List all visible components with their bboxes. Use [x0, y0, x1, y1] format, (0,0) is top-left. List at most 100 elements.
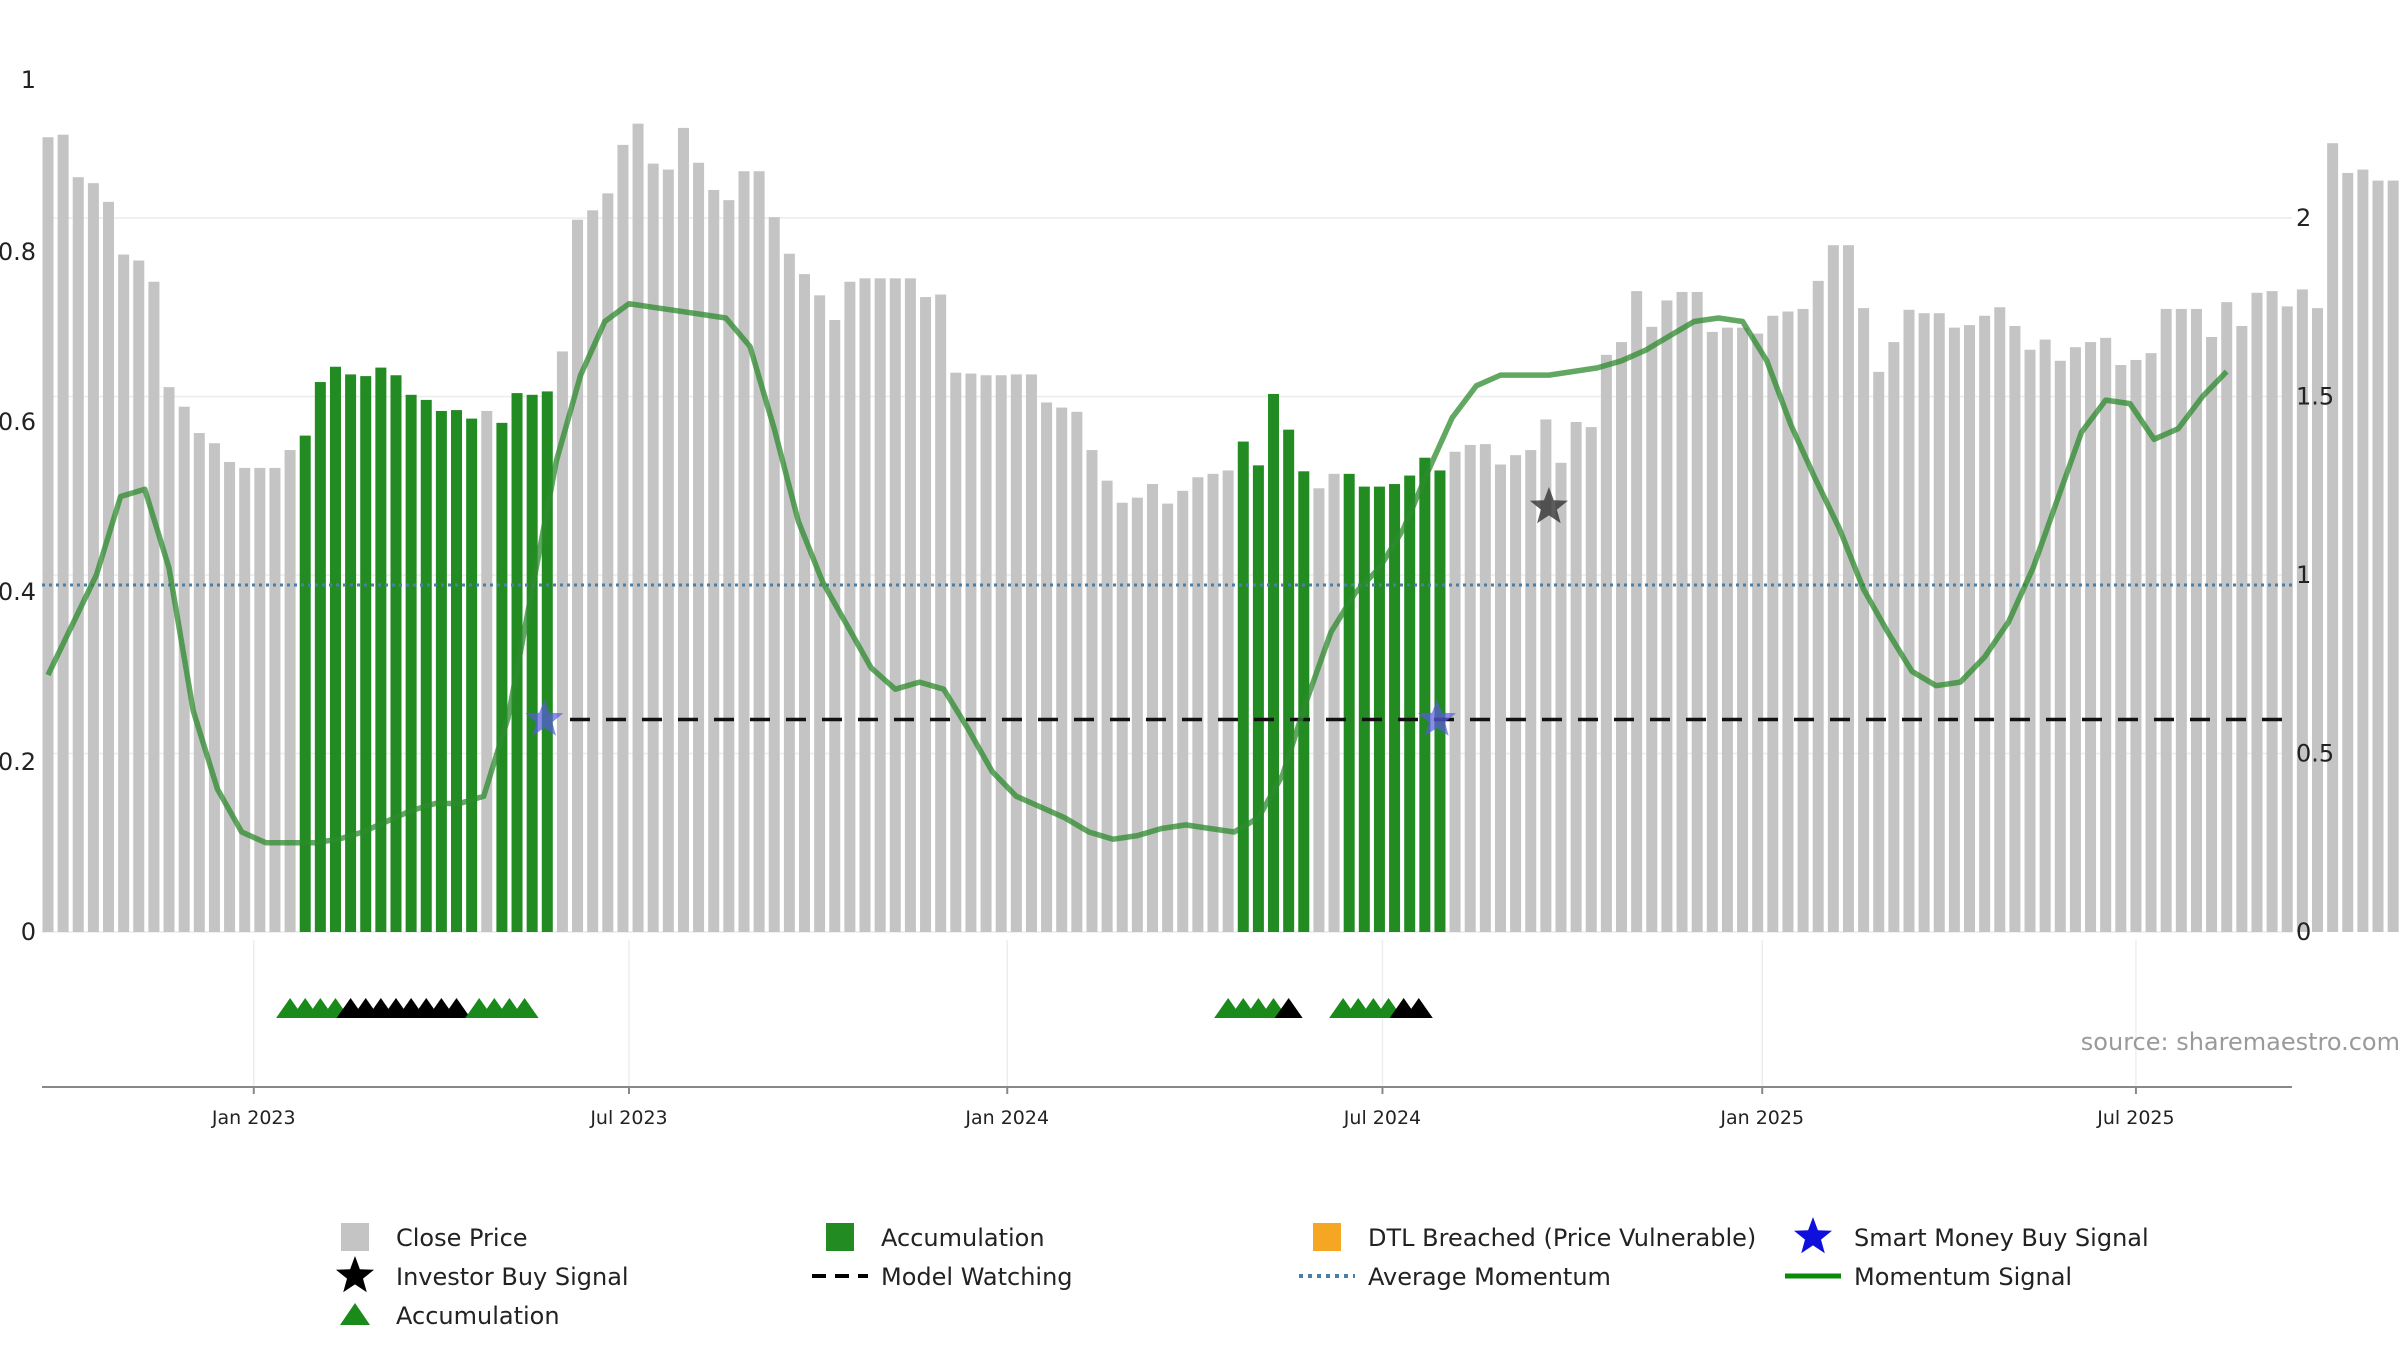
close-price-bar [1948, 327, 1960, 932]
x-tick-label: Jan 2024 [964, 1107, 1049, 1129]
legend-item: Smart Money Buy Signal [1794, 1217, 2149, 1254]
close-price-bar [1177, 490, 1189, 932]
close-price-bar [2160, 308, 2172, 932]
close-price-bar [2357, 169, 2369, 933]
close-price-bar [2296, 289, 2308, 932]
legend-item: Momentum Signal [1785, 1263, 2072, 1291]
close-price-bar [2251, 292, 2263, 932]
close-price-bar [2266, 291, 2278, 933]
accumulation-bar [451, 410, 463, 933]
close-price-bar [1313, 488, 1325, 932]
close-price-bar [2100, 337, 2112, 933]
legend-label: Smart Money Buy Signal [1854, 1224, 2149, 1252]
close-price-bar [1479, 444, 1491, 932]
x-axis: Jan 2023 Jul 2023 Jan 2024 Jul 2024 Jan 2025… [42, 1086, 2292, 1129]
close-price-bar [2206, 337, 2218, 932]
left-y-tick-label: 0.6 [0, 408, 36, 436]
smart-money-buy-signal [1417, 699, 1456, 736]
close-price-bar [1933, 313, 1945, 932]
close-price-bar [1540, 419, 1552, 932]
accumulation-bar [1404, 475, 1416, 932]
close-price-bar [1056, 407, 1068, 932]
close-price-bar [2312, 308, 2323, 933]
left-y-axis: 0 0.2 0.4 0.6 0.8 1 [0, 66, 36, 946]
close-price-bar [1328, 473, 1340, 932]
close-price-bar [814, 295, 826, 933]
close-price-bar [1691, 291, 1703, 932]
close-price-bar [723, 200, 735, 932]
close-price-bar [1706, 331, 1718, 932]
close-price-bar [829, 320, 841, 932]
close-price-bar [1737, 327, 1749, 932]
close-price-bar [1964, 325, 1976, 933]
close-price-bar [1101, 480, 1113, 932]
legend-item: Model Watching [812, 1263, 1073, 1291]
close-price-bar [1600, 354, 1612, 933]
close-price-bar [193, 433, 205, 932]
close-price-bar [1025, 374, 1037, 932]
lower-panel [276, 998, 1433, 1018]
close-price-bar [224, 461, 236, 932]
close-price-bar [965, 373, 977, 932]
close-price-bar [1842, 245, 1854, 932]
investor-triangle-marker [1404, 998, 1433, 1018]
legend-item: Accumulation [340, 1302, 560, 1330]
close-price-bar [783, 253, 795, 932]
close-price-bar [617, 144, 629, 932]
close-price-bar [269, 467, 281, 932]
accumulation-bar [405, 394, 417, 932]
x-tick-label: Jul 2025 [2096, 1107, 2174, 1129]
accumulation-bar [1358, 486, 1370, 932]
legend-label: Accumulation [396, 1302, 560, 1330]
close-price-bar [662, 169, 674, 933]
close-price-bar [2342, 172, 2354, 932]
close-price-bar [1585, 427, 1597, 932]
close-price-bar [2327, 143, 2339, 932]
close-price-bar [163, 387, 175, 932]
left-y-tick-label: 0.2 [0, 748, 36, 776]
close-price-bar [2236, 325, 2248, 932]
close-price-bar [1661, 300, 1673, 932]
close-price-bar [1192, 477, 1204, 932]
legend-item: Average Momentum [1299, 1263, 1611, 1291]
close-price-bar [1903, 309, 1915, 932]
accumulation-bar [1268, 393, 1280, 932]
close-price-bar [1510, 455, 1522, 932]
close-price-bar [2281, 306, 2293, 932]
close-price-bar [1827, 245, 1839, 932]
close-price-bar [1086, 450, 1098, 932]
smart-money-buy-signal [525, 699, 564, 736]
accumulation-bar [541, 391, 553, 932]
close-price-bar [72, 177, 84, 932]
close-price-bar [1676, 291, 1688, 932]
close-price-bar [1797, 308, 1809, 932]
legend-triangle-icon [340, 1303, 370, 1325]
close-price-bar [2175, 308, 2187, 932]
close-price-bar [2069, 347, 2081, 932]
legend-label: Close Price [396, 1224, 528, 1252]
momentum-signal-line [45, 300, 2229, 846]
close-price-bar [2039, 339, 2051, 932]
close-price-bar [1464, 444, 1476, 932]
legend-label: Average Momentum [1368, 1263, 1611, 1291]
close-price-bar [1222, 470, 1234, 932]
legend-swatch [341, 1223, 369, 1251]
close-price-bar [1494, 464, 1506, 932]
close-price-bar [693, 162, 705, 932]
close-price-bar [57, 134, 69, 932]
legend-item: Accumulation [826, 1223, 1045, 1252]
x-tick-label: Jan 2025 [1719, 1107, 1804, 1129]
legend: Close Price Accumulation DTL Breached (Pri… [336, 1217, 2149, 1330]
close-price-bar [1162, 503, 1174, 932]
investor-triangle-marker [1274, 998, 1303, 1018]
close-price-bar [148, 281, 160, 932]
close-price-bar [103, 201, 115, 933]
legend-star-icon [1794, 1217, 1832, 1254]
close-price-bar [2190, 308, 2202, 932]
accumulation-bar [360, 376, 372, 933]
accumulation-triangle-marker [510, 998, 539, 1018]
accumulation-bar [1373, 486, 1385, 932]
close-price-bar [556, 351, 568, 932]
accumulation-bar [496, 422, 508, 932]
accumulation-bar [329, 366, 341, 932]
